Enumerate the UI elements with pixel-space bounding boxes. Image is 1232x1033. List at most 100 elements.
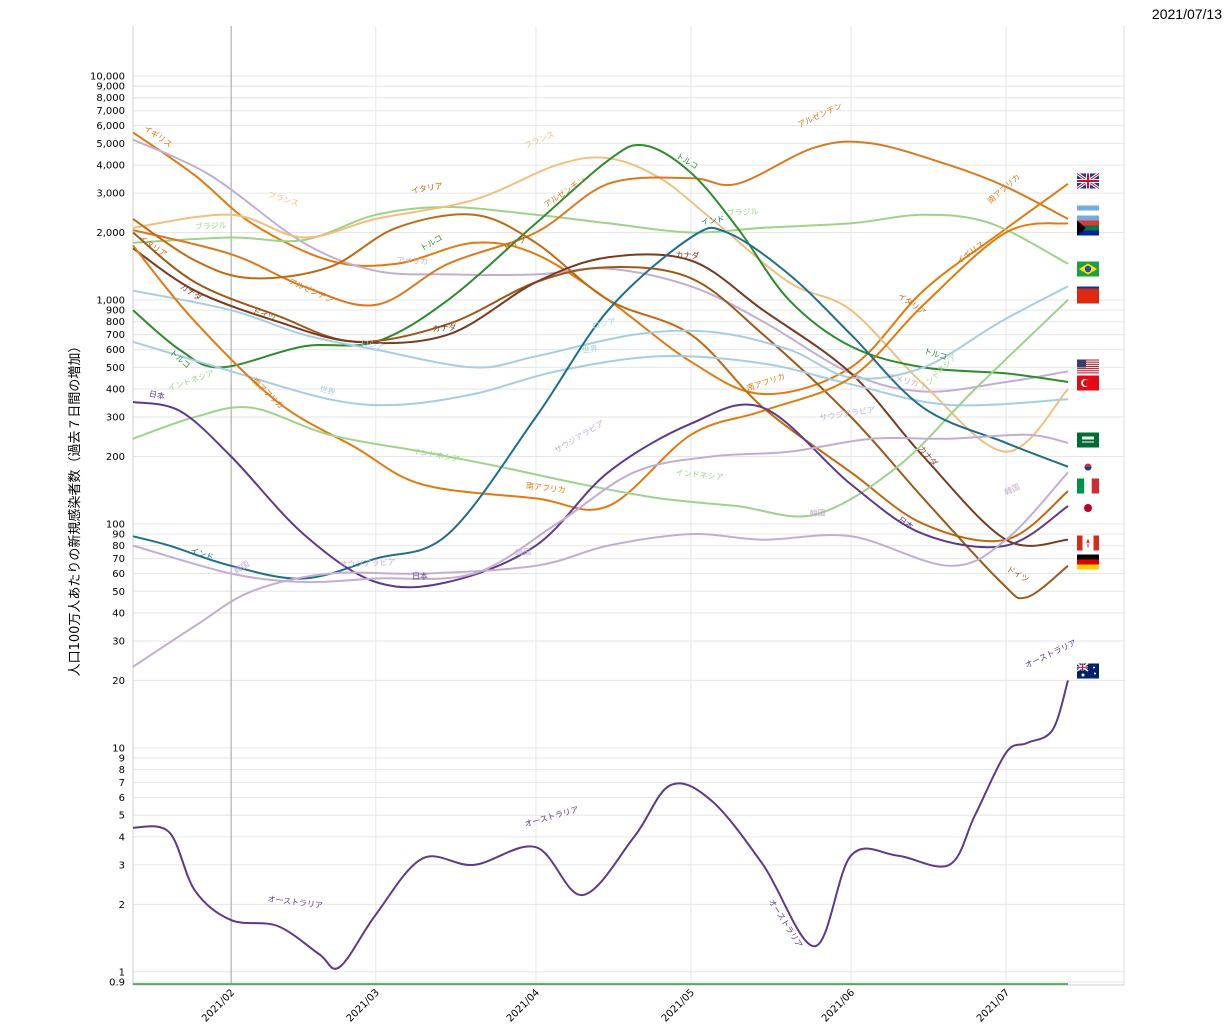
series-label: ブラジル: [195, 220, 227, 232]
y-tick-label: 60: [112, 569, 125, 580]
flag-part: [1077, 363, 1099, 365]
flag-part: [1082, 436, 1094, 440]
series-line-1: [132, 138, 1069, 393]
flag-part: [1077, 535, 1083, 551]
y-tick-label: 7: [119, 778, 125, 789]
series-label: 韓国: [515, 546, 532, 557]
series-label: アメリカ: [396, 256, 428, 267]
flag-part: [1077, 205, 1099, 211]
flag-part: [1094, 672, 1096, 675]
br-flag-icon: [1077, 261, 1099, 277]
series-label: アルゼンチン: [796, 100, 844, 129]
series-line-13: [132, 226, 1069, 580]
series-label: カナダ: [675, 250, 699, 261]
jp-flag-icon: [1077, 500, 1099, 516]
flag-part: [1077, 564, 1099, 570]
flag-part: [1084, 265, 1092, 273]
flag-part: [1091, 478, 1099, 494]
y-tick-label: 500: [106, 363, 125, 374]
series-label: 世界: [581, 343, 598, 355]
series-label: ドイツ: [1005, 565, 1030, 585]
series-line-10: [132, 340, 1069, 407]
y-tick-label: 70: [112, 554, 125, 565]
y-tick-label: 600: [106, 345, 125, 356]
x-tick-label: 2021/07: [975, 987, 1012, 1024]
y-tick-label: 5: [119, 811, 125, 822]
y-tick-label: 7,000: [96, 106, 125, 117]
flag-part: [1077, 359, 1099, 361]
flag-part: [1077, 370, 1099, 372]
series-label: オーストラリア: [267, 894, 323, 910]
x-tick-label: 2021/03: [345, 987, 382, 1024]
flag-part: [1077, 368, 1099, 370]
y-tick-label: 4,000: [96, 161, 125, 172]
y-tick-label: 3: [119, 860, 125, 871]
flag-part: [1077, 361, 1099, 363]
y-tick-label: 900: [106, 306, 125, 317]
flag-part: [1093, 535, 1099, 551]
series-line-9: [132, 285, 1069, 380]
uk-flag-icon: [1076, 172, 1100, 190]
series-label: 世界: [318, 383, 336, 397]
series-label: インド: [700, 215, 725, 227]
flag-part: [1077, 180, 1099, 182]
series-label: 韓国: [1003, 481, 1022, 497]
series-line-7: [132, 231, 1069, 600]
kr-flag-icon: [1077, 459, 1099, 475]
y-tick-label: 90: [112, 530, 125, 541]
flag-part: [1077, 478, 1085, 494]
y-tick-label: 10: [112, 743, 125, 754]
flag-part: [1077, 230, 1099, 236]
y-tick-label: 0.9: [109, 978, 125, 989]
y-tick-label: 50: [112, 587, 125, 598]
series-label: イタリア: [896, 291, 927, 317]
series-line-8: [132, 247, 1069, 547]
series-label: サウジアラビア: [553, 419, 606, 456]
y-tick-label: 8,000: [96, 93, 125, 104]
series-label: カナダ: [432, 322, 457, 334]
series-lines: [132, 131, 1069, 970]
flag-part: [1077, 359, 1086, 368]
series-label: ブラジル: [727, 206, 759, 218]
y-tick-label: 80: [112, 541, 125, 552]
x-tick-label: 2021/04: [505, 987, 542, 1024]
y-tick-label: 2: [119, 900, 125, 911]
cn-flag-icon: [1077, 288, 1099, 304]
ca-flag-icon: [1077, 535, 1099, 551]
series-label: インドネシア: [412, 447, 461, 464]
au-flag-icon: [1076, 662, 1099, 679]
series-label: オーストラリア: [524, 805, 580, 829]
y-tick-label: 200: [106, 452, 125, 463]
series-label: ロシア: [591, 317, 616, 331]
y-axis-label: 人口100万人あたりの新規感染者数（過去７日間の増加）: [67, 340, 83, 677]
series-label: 韓国: [232, 559, 251, 576]
flag-part: [1077, 288, 1099, 304]
series-label: 南アフリカ: [985, 172, 1022, 206]
series-line-5: [132, 143, 1069, 383]
series-line-2: [132, 206, 1069, 265]
series-line-14: [132, 401, 1069, 589]
series-line-16: [132, 471, 1069, 668]
series-label: 日本: [412, 571, 428, 581]
series-label: トルコ: [419, 233, 444, 253]
grid-lines: [133, 26, 1124, 985]
flag-part: [1077, 215, 1099, 221]
series-line-17: [132, 680, 1069, 970]
za-flag-icon: [1077, 220, 1099, 236]
series-line-15: [132, 433, 1069, 584]
series-label: フランス: [523, 130, 556, 151]
y-tick-label: 300: [106, 413, 125, 424]
series-label: 日本: [148, 388, 166, 401]
series-label: インドネシア: [675, 468, 724, 482]
y-tick-label: 4: [119, 832, 125, 843]
y-tick-label: 6: [119, 793, 125, 804]
flag-part: [1077, 666, 1088, 668]
y-tick-label: 6,000: [96, 121, 125, 132]
y-tick-label: 1: [119, 967, 125, 978]
series-line-4: [132, 140, 1069, 307]
x-tick-label: 2021/02: [200, 987, 237, 1024]
de-flag-icon: [1077, 554, 1099, 570]
series-label: 韓国: [809, 508, 825, 519]
it-flag-icon: [1077, 478, 1099, 494]
